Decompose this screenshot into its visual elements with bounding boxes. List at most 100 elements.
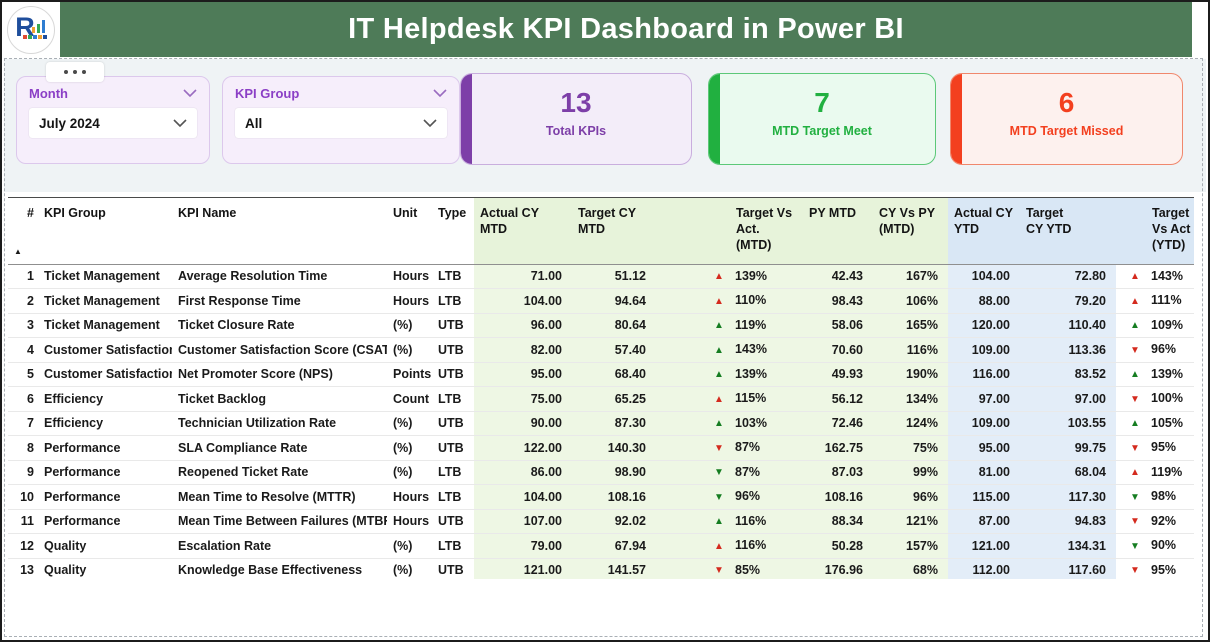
cell-type[interactable]: UTB xyxy=(432,435,474,461)
cell-name[interactable]: Reopened Ticket Rate xyxy=(172,460,387,485)
cell-unit[interactable]: Count xyxy=(387,386,432,412)
cell-py_mtd[interactable]: 162.75 xyxy=(803,435,873,461)
cell-name[interactable]: SLA Compliance Rate xyxy=(172,435,387,461)
cell-group[interactable]: Performance xyxy=(38,509,172,534)
cell-num[interactable]: 4 xyxy=(8,337,38,363)
cell-target_mtd[interactable]: 51.12 xyxy=(572,264,656,289)
cell-target_mtd[interactable]: 92.02 xyxy=(572,509,656,534)
cell-type[interactable]: LTB xyxy=(432,264,474,289)
cell-target_mtd[interactable]: 140.30 xyxy=(572,435,656,461)
cell-tva_ytd[interactable]: ▲ 119% xyxy=(1116,460,1194,485)
cell-cy_vs_py[interactable]: 165% xyxy=(873,313,948,338)
cell-name[interactable]: Net Promoter Score (NPS) xyxy=(172,362,387,387)
cell-tva_ytd[interactable]: ▼ 95% xyxy=(1116,435,1194,461)
cell-actual_ytd[interactable]: 112.00 xyxy=(948,558,1020,579)
cell-unit[interactable]: (%) xyxy=(387,313,432,338)
cell-tva_mtd[interactable]: ▲ 103% xyxy=(656,411,803,436)
cell-actual_ytd[interactable]: 121.00 xyxy=(948,533,1020,559)
cell-py_mtd[interactable]: 72.46 xyxy=(803,411,873,436)
cell-tva_mtd[interactable]: ▼ 87% xyxy=(656,435,803,461)
cell-py_mtd[interactable]: 56.12 xyxy=(803,386,873,412)
table-row[interactable]: 7 Efficiency Technician Utilization Rate (%… xyxy=(8,411,1194,436)
cell-target_mtd[interactable]: 80.64 xyxy=(572,313,656,338)
table-row[interactable]: 6 Efficiency Ticket Backlog Count LTB 75.00 65… xyxy=(8,386,1194,412)
cell-py_mtd[interactable]: 42.43 xyxy=(803,264,873,289)
cell-type[interactable]: UTB xyxy=(432,362,474,387)
cell-target_mtd[interactable]: 98.90 xyxy=(572,460,656,485)
cell-cy_vs_py[interactable]: 68% xyxy=(873,558,948,579)
cell-tva_mtd[interactable]: ▲ 139% xyxy=(656,362,803,387)
chevron-down-icon[interactable] xyxy=(433,89,447,98)
cell-num[interactable]: 12 xyxy=(8,533,38,559)
cell-type[interactable]: UTB xyxy=(432,411,474,436)
cell-tva_ytd[interactable]: ▲ 109% xyxy=(1116,313,1194,338)
cell-name[interactable]: Average Resolution Time xyxy=(172,264,387,289)
cell-tva_mtd[interactable]: ▲ 115% xyxy=(656,386,803,412)
cell-unit[interactable]: (%) xyxy=(387,558,432,579)
cell-py_mtd[interactable]: 87.03 xyxy=(803,460,873,485)
cell-target_ytd[interactable]: 117.60 xyxy=(1020,558,1116,579)
cell-actual_ytd[interactable]: 81.00 xyxy=(948,460,1020,485)
cell-actual_ytd[interactable]: 109.00 xyxy=(948,337,1020,363)
cell-target_ytd[interactable]: 113.36 xyxy=(1020,337,1116,363)
cell-target_ytd[interactable]: 103.55 xyxy=(1020,411,1116,436)
cell-tva_mtd[interactable]: ▼ 96% xyxy=(656,484,803,510)
cell-type[interactable]: UTB xyxy=(432,509,474,534)
cell-tva_mtd[interactable]: ▲ 110% xyxy=(656,288,803,314)
cell-group[interactable]: Customer Satisfaction xyxy=(38,337,172,363)
cell-tva_ytd[interactable]: ▼ 98% xyxy=(1116,484,1194,510)
cell-num[interactable]: 2 xyxy=(8,288,38,314)
cell-cy_vs_py[interactable]: 96% xyxy=(873,484,948,510)
table-row[interactable]: 13 Quality Knowledge Base Effectiveness (%)… xyxy=(8,558,1194,579)
cell-unit[interactable]: Points xyxy=(387,362,432,387)
column-header-target-cy-mtd[interactable]: Target CY MTD xyxy=(572,198,656,265)
cell-target_ytd[interactable]: 79.20 xyxy=(1020,288,1116,314)
cell-cy_vs_py[interactable]: 116% xyxy=(873,337,948,363)
cell-name[interactable]: Technician Utilization Rate xyxy=(172,411,387,436)
cell-actual_ytd[interactable]: 88.00 xyxy=(948,288,1020,314)
cell-target_ytd[interactable]: 83.52 xyxy=(1020,362,1116,387)
cell-actual_ytd[interactable]: 104.00 xyxy=(948,264,1020,289)
cell-target_ytd[interactable]: 72.80 xyxy=(1020,264,1116,289)
cell-py_mtd[interactable]: 70.60 xyxy=(803,337,873,363)
cell-actual_ytd[interactable]: 116.00 xyxy=(948,362,1020,387)
cell-num[interactable]: 10 xyxy=(8,484,38,510)
cell-unit[interactable]: (%) xyxy=(387,460,432,485)
cell-num[interactable]: 1 xyxy=(8,264,38,289)
cell-py_mtd[interactable]: 98.43 xyxy=(803,288,873,314)
cell-tva_mtd[interactable]: ▲ 116% xyxy=(656,533,803,559)
cell-type[interactable]: LTB xyxy=(432,288,474,314)
cell-tva_mtd[interactable]: ▲ 139% xyxy=(656,264,803,289)
cell-cy_vs_py[interactable]: 157% xyxy=(873,533,948,559)
cell-actual_ytd[interactable]: 97.00 xyxy=(948,386,1020,412)
column-header-cy-vs-py-mtd[interactable]: CY Vs PY (MTD) xyxy=(873,198,948,265)
cell-actual_ytd[interactable]: 95.00 xyxy=(948,435,1020,461)
cell-unit[interactable]: Hours xyxy=(387,288,432,314)
cell-target_ytd[interactable]: 68.04 xyxy=(1020,460,1116,485)
cell-py_mtd[interactable]: 58.06 xyxy=(803,313,873,338)
cell-actual_ytd[interactable]: 109.00 xyxy=(948,411,1020,436)
cell-target_ytd[interactable]: 110.40 xyxy=(1020,313,1116,338)
cell-cy_vs_py[interactable]: 121% xyxy=(873,509,948,534)
cell-py_mtd[interactable]: 50.28 xyxy=(803,533,873,559)
cell-group[interactable]: Quality xyxy=(38,558,172,579)
cell-tva_ytd[interactable]: ▼ 90% xyxy=(1116,533,1194,559)
cell-unit[interactable]: (%) xyxy=(387,435,432,461)
cell-group[interactable]: Customer Satisfaction xyxy=(38,362,172,387)
kpi-group-dropdown[interactable]: All xyxy=(235,108,447,138)
table-row[interactable]: 1 Ticket Management Average Resolution Tim… xyxy=(8,264,1194,289)
column-header-actual-cy-ytd[interactable]: Actual CY YTD xyxy=(948,198,1020,265)
cell-target_mtd[interactable]: 94.64 xyxy=(572,288,656,314)
column-header-target-vs-act-mtd[interactable]: Target Vs Act. (MTD) xyxy=(656,198,803,265)
cell-unit[interactable]: Hours xyxy=(387,484,432,510)
table-row[interactable]: 4 Customer Satisfaction Customer Satisfact… xyxy=(8,337,1194,363)
cell-group[interactable]: Efficiency xyxy=(38,411,172,436)
cell-num[interactable]: 9 xyxy=(8,460,38,485)
column-header-target-cy-ytd[interactable]: Target CY YTD xyxy=(1020,198,1116,265)
column-header-type[interactable]: Type xyxy=(432,198,474,265)
cell-group[interactable]: Performance xyxy=(38,484,172,510)
cell-name[interactable]: Escalation Rate xyxy=(172,533,387,559)
cell-unit[interactable]: (%) xyxy=(387,337,432,363)
cell-group[interactable]: Ticket Management xyxy=(38,288,172,314)
cell-actual_ytd[interactable]: 87.00 xyxy=(948,509,1020,534)
